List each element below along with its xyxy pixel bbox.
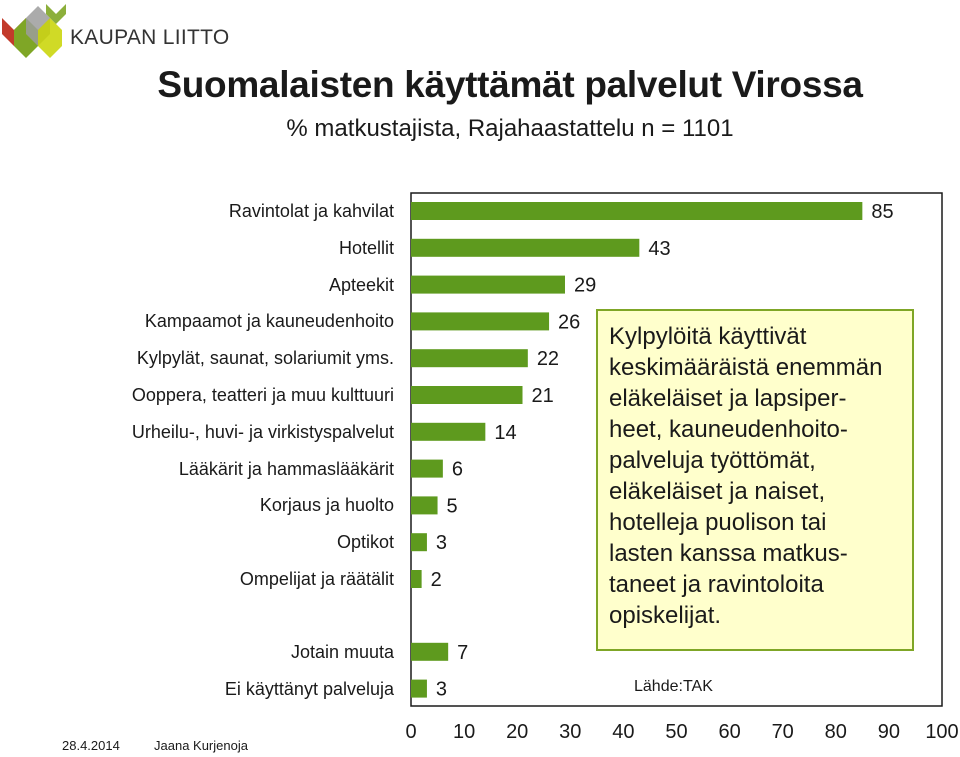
bar [411,679,427,698]
x-tick-label: 90 [878,721,900,743]
bar [411,386,523,404]
category-label: Ompelijat ja räätälit [239,569,394,589]
category-label: Optikot [336,532,394,553]
x-tick-label: 0 [405,721,416,743]
category-label: Korjaus ja huolto [259,495,394,516]
annotation-box: Kylpylöitä käyttivät keskimääräistä enem… [596,309,914,651]
x-tick-label: 100 [925,721,958,743]
category-label: Ravintolat ja kahvilat [228,201,394,221]
bar [411,312,550,331]
bar [411,459,443,478]
category-label: Jotain muuta [290,641,394,662]
bar [411,496,438,515]
kaupan-liitto-logo [2,4,66,58]
footer-author: Jaana Kurjenoja [154,738,248,753]
chart-title: Suomalaisten käyttämät palvelut Virossa [157,64,863,105]
x-tick-label: 20 [506,721,528,743]
data-label: 26 [558,311,580,333]
category-label: Apteekit [328,274,394,295]
x-tick-label: 10 [453,721,475,743]
data-label: 85 [871,201,893,223]
logo-wordmark: KAUPAN LIITTO [70,26,230,49]
bar [411,422,486,441]
x-tick-label: 70 [772,721,794,743]
x-tick-label: 40 [612,721,634,743]
data-label: 14 [494,422,516,444]
data-label: 6 [452,459,463,481]
category-label: Kampaamot ja kauneudenhoito [144,311,394,332]
data-label: 29 [574,275,596,297]
data-label: 3 [436,679,447,701]
data-label: 21 [532,385,554,407]
chart-subtitle: % matkustajista, Rajahaastattelu n = 110… [286,115,734,142]
x-tick-label: 60 [718,721,740,743]
data-label: 3 [436,532,447,554]
data-label: 5 [447,495,458,517]
x-tick-label: 80 [825,721,847,743]
category-label: Ei käyttänyt palveluja [224,678,394,699]
bar [411,642,449,661]
bar [411,533,427,552]
bar [411,202,863,220]
bar [411,349,528,368]
plot-frame [410,192,943,707]
category-label: Kylpylät, saunat, solariumit yms. [136,348,394,369]
category-label: Ooppera, teatteri ja muu kulttuuri [131,385,394,405]
footer-date: 28.4.2014 [62,738,120,753]
data-label: 22 [537,348,559,370]
category-label: Hotellit [338,237,394,258]
category-label: Urheilu-, huvi- ja virkistyspalvelut [131,421,394,442]
bar [411,238,640,257]
data-label: 2 [431,569,442,591]
data-label: 7 [457,642,468,664]
x-tick-label: 50 [665,721,687,743]
bar [411,570,422,588]
bar [411,275,565,294]
source-note: Lähde:TAK [634,678,713,695]
x-tick-label: 30 [559,721,581,743]
category-label: Lääkärit ja hammaslääkärit [178,458,394,479]
data-label: 43 [648,238,670,260]
